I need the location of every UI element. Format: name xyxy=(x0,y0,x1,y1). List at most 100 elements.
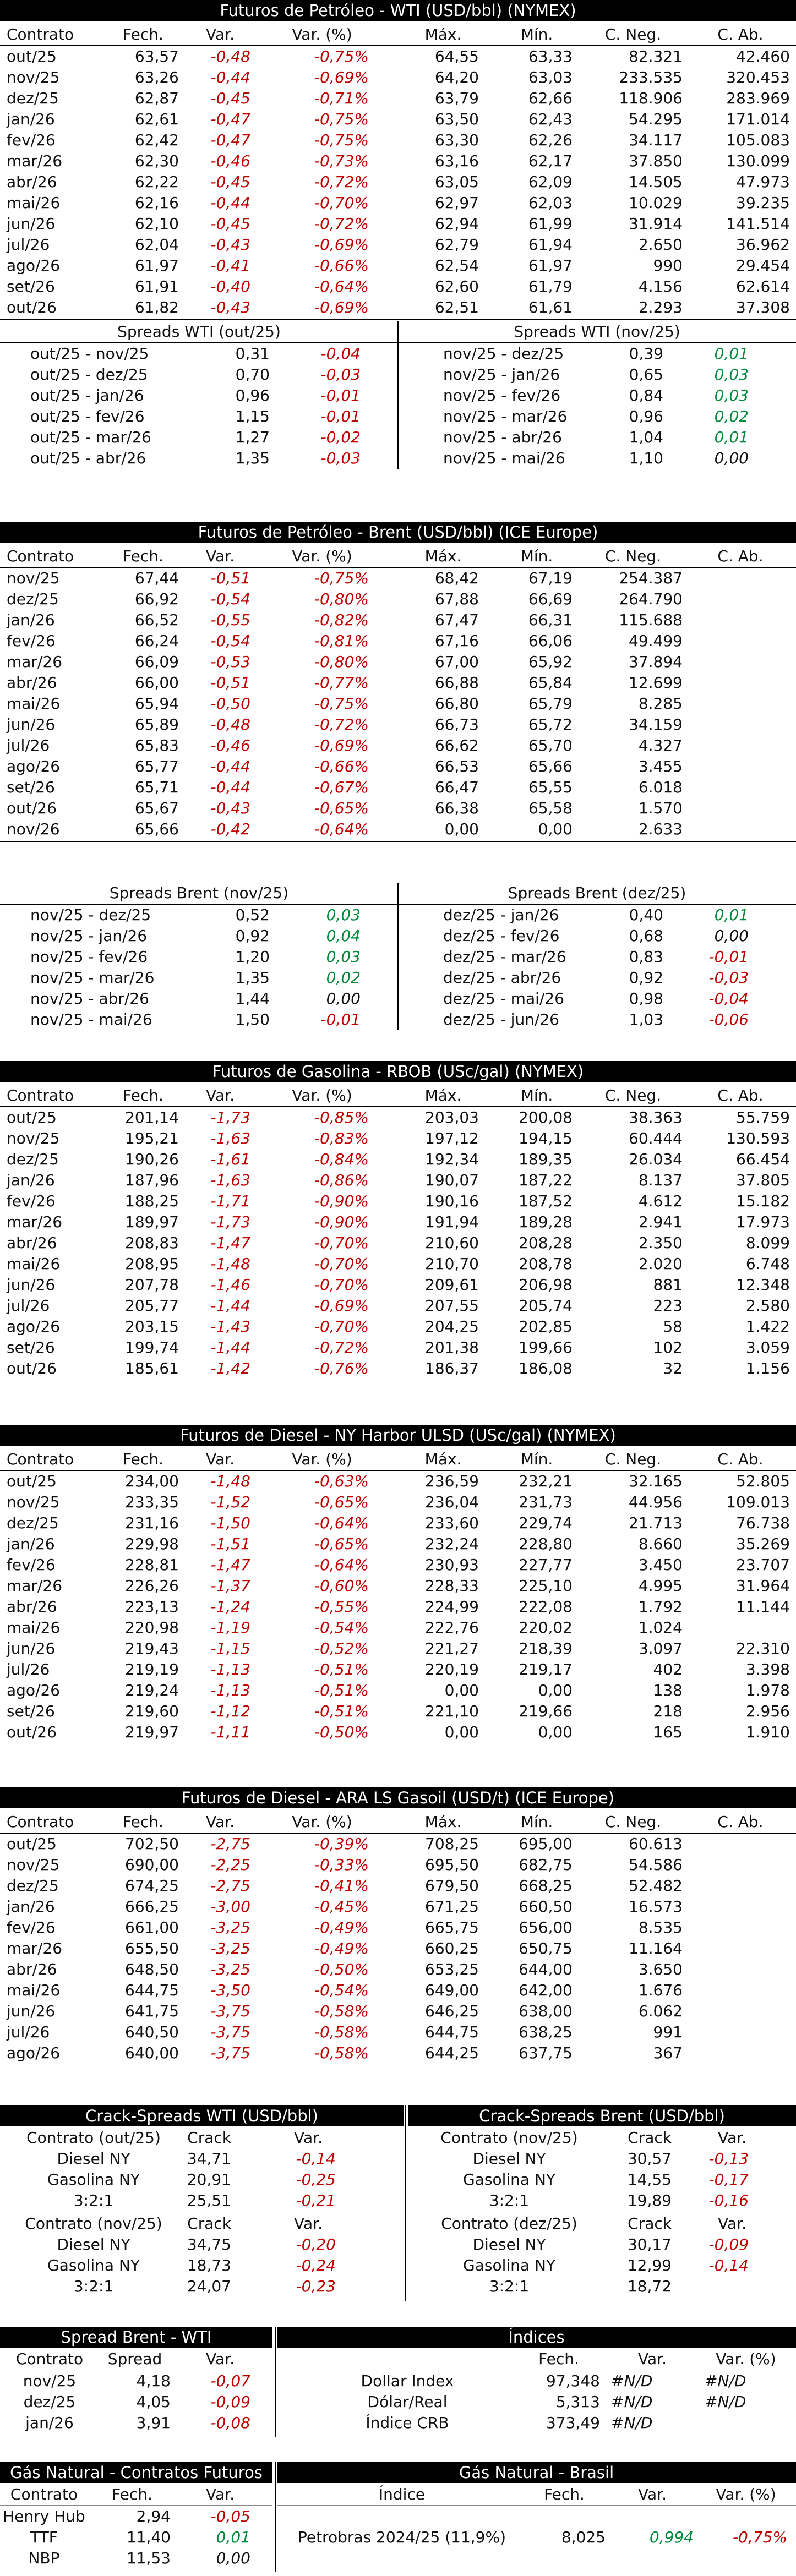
value-cell: 20,91 xyxy=(187,2170,231,2189)
value-cell: 1.792 xyxy=(638,1598,683,1616)
value-cell: 62,51 xyxy=(434,298,479,316)
contract-cell: jul/26 xyxy=(7,1297,50,1315)
column-header: Máx. xyxy=(424,1813,462,1831)
value-cell: -1,63 xyxy=(210,1171,250,1189)
spread-label: nov/25 - fev/26 xyxy=(30,948,148,966)
value-cell: 65,55 xyxy=(528,778,573,796)
value-cell: -1,44 xyxy=(210,1297,250,1315)
table-row: out/26 61,82 -0,43 -0,69% 62,51 61,61 2.293 37.… xyxy=(0,297,796,318)
index-label: Índice CRB xyxy=(366,2414,449,2432)
value-cell: 653,25 xyxy=(425,1960,479,1978)
value-cell: 210,70 xyxy=(425,1255,479,1273)
table-row: jun/26 62,10 -0,45 -0,72% 62,94 61,99 31.914 14… xyxy=(0,214,796,234)
table-row: mar/26 66,09 -0,53 -0,80% 67,00 65,92 37.894 xyxy=(0,652,796,672)
column-header: Var. (%) xyxy=(716,2350,776,2368)
index-row: Dollar Index 97,348 #N/D #N/D xyxy=(0,2371,796,2392)
value-cell: 195,21 xyxy=(125,1129,179,1147)
value-cell: 223 xyxy=(653,1297,683,1315)
column-header: C. Neg. xyxy=(604,1813,662,1831)
value-cell: 62,66 xyxy=(528,89,573,107)
crack-row: Gasolina NY 14,55 -0,17 xyxy=(0,2169,796,2190)
contract-cell: jul/26 xyxy=(7,236,50,254)
value-cell: 203,03 xyxy=(425,1108,479,1126)
value-cell: 62,87 xyxy=(134,89,179,107)
value-cell: 207,55 xyxy=(425,1297,479,1315)
value-cell: 34,71 xyxy=(187,2150,231,2168)
value-cell: 63,33 xyxy=(528,47,573,65)
column-header: Var. xyxy=(206,547,235,565)
value-cell: 2.956 xyxy=(745,1702,790,1720)
index-row: Índice CRB 373,49 #N/D xyxy=(0,2413,796,2433)
crack-label: Diesel NY xyxy=(472,2150,546,2168)
value-cell: -0,51 xyxy=(210,569,250,587)
value-cell: 283.969 xyxy=(726,89,790,107)
value-cell: 650,75 xyxy=(519,1939,573,1957)
value-cell: 695,50 xyxy=(425,1856,479,1874)
value-cell: 3,91 xyxy=(136,2414,171,2432)
crack-label: 3:2:1 xyxy=(489,2277,530,2295)
value-cell: 67,19 xyxy=(528,569,573,587)
value-cell: -0,69% xyxy=(314,236,369,254)
value-cell: 61,82 xyxy=(134,298,179,316)
value-cell: -0,48 xyxy=(210,47,250,65)
value-cell: -0,66% xyxy=(314,256,369,275)
table-row: fev/26 228,81 -1,47 -0,64% 230,93 227,77 3.450… xyxy=(0,1555,796,1576)
value-cell: -0,54 xyxy=(210,632,250,650)
value-cell: 37.805 xyxy=(736,1171,790,1189)
divider xyxy=(0,567,796,568)
value-cell: 3.455 xyxy=(638,757,683,775)
value-cell: 0,994 xyxy=(649,2528,694,2546)
value-cell: 3.097 xyxy=(638,1639,683,1658)
value-cell: 60.613 xyxy=(629,1835,683,1853)
value-cell: 66,24 xyxy=(134,632,179,650)
value-cell: -1,63 xyxy=(210,1129,250,1147)
contract-cell: set/26 xyxy=(7,1338,55,1357)
brent-title: Futuros de Petróleo - Brent (USD/bbl) (I… xyxy=(0,522,796,543)
table-row: mai/26 644,75 -3,50 -0,54% 649,00 642,00 1.676 xyxy=(0,1980,796,2001)
wti-title: Futuros de Petróleo - WTI (USD/bbl) (NYM… xyxy=(0,0,796,21)
contract-cell: nov/25 xyxy=(7,1129,60,1147)
column-header: Fech. xyxy=(123,547,163,565)
value-cell: -0,69% xyxy=(314,68,369,86)
crack-wti-title: Crack-Spreads WTI (USD/bbl) xyxy=(0,2105,404,2126)
value-cell: 65,66 xyxy=(528,757,573,775)
value-cell: -0,39% xyxy=(314,1835,369,1853)
contract-cell: fev/26 xyxy=(7,1192,56,1210)
table-row: fev/26 62,42 -0,47 -0,75% 63,30 62,26 34.117 10… xyxy=(0,130,796,151)
contract-cell: abr/26 xyxy=(7,1598,57,1616)
value-cell: 3.450 xyxy=(638,1556,683,1574)
value-cell: -3,25 xyxy=(210,1939,250,1957)
table-row: jan/26 187,96 -1,63 -0,86% 190,07 187,22 8.137… xyxy=(0,1170,796,1191)
value-cell: 61,79 xyxy=(528,277,573,296)
value-cell: 236,59 xyxy=(425,1472,479,1490)
crack-label: Diesel NY xyxy=(57,2235,130,2254)
value-cell: -0,70% xyxy=(314,194,369,212)
value-cell: 61,94 xyxy=(528,236,573,254)
column-header: C. Neg. xyxy=(604,25,662,43)
value-cell: 226,26 xyxy=(125,1577,179,1595)
table-row: out/25 234,00 -1,48 -0,63% 236,59 232,21 32.16… xyxy=(0,1471,796,1492)
value-cell: 0,02 xyxy=(326,969,361,987)
crack-label: Gasolina NY xyxy=(463,2170,555,2189)
value-cell: 0,00 xyxy=(714,927,749,945)
value-cell: 58 xyxy=(663,1317,683,1336)
value-cell: 227,77 xyxy=(519,1556,573,1574)
value-cell: -0,73% xyxy=(314,152,369,170)
spread-row: nov/25 - jan/26 0,92 0,04 xyxy=(0,926,796,947)
table-row: ago/26 65,77 -0,44 -0,66% 66,53 65,66 3.455 xyxy=(0,756,796,777)
value-cell: 8.099 xyxy=(745,1234,790,1252)
value-cell: 208,28 xyxy=(519,1234,573,1252)
value-cell: 25,51 xyxy=(187,2191,231,2209)
value-cell: 54.295 xyxy=(629,110,683,128)
value-cell: 219,97 xyxy=(125,1723,179,1741)
contract-cell: fev/26 xyxy=(7,1556,56,1574)
spread-label: out/25 - abr/26 xyxy=(30,449,146,467)
value-cell: -0,44 xyxy=(210,778,250,796)
value-cell: 12,99 xyxy=(627,2256,672,2274)
value-cell: 233,60 xyxy=(425,1514,479,1532)
wti-header-row: Contrato Fech. Var. Var. (%) Máx. Mín. C. Neg.… xyxy=(0,24,796,45)
contract-cell: out/25 xyxy=(7,1835,57,1853)
value-cell: 65,70 xyxy=(528,736,573,754)
value-cell: -0,41 xyxy=(210,256,250,275)
spread-row: dez/25 - jun/26 1,03 -0,06 xyxy=(0,1009,796,1030)
